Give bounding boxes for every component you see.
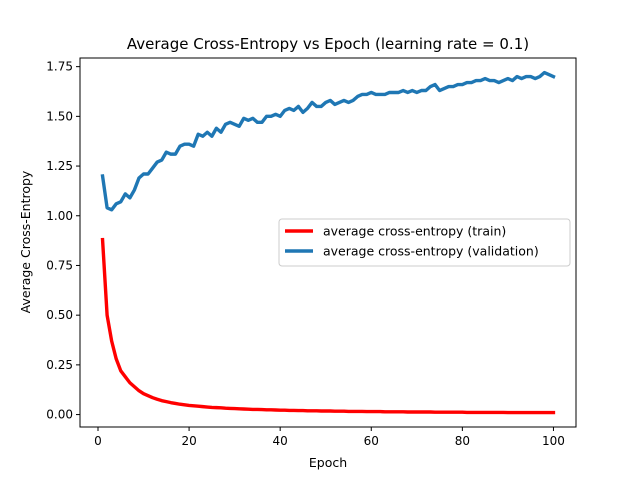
series-line-train (100, 237, 556, 415)
series-group (100, 70, 556, 415)
y-tick-label: 1.75 (46, 60, 73, 74)
y-tick-label: 1.25 (46, 159, 73, 173)
x-tick-label: 100 (542, 434, 565, 448)
x-tick-label: 60 (364, 434, 379, 448)
x-tick-label: 20 (181, 434, 196, 448)
y-tick-label: 0.75 (46, 258, 73, 272)
y-tick-label: 0.00 (46, 408, 73, 422)
x-tick-label: 0 (94, 434, 102, 448)
legend: average cross-entropy (train) average cro… (278, 218, 571, 267)
y-tick-label: 1.00 (46, 209, 73, 223)
x-tick-label: 80 (455, 434, 470, 448)
y-tick-label: 1.50 (46, 109, 73, 123)
x-axis-label: Epoch (309, 455, 347, 470)
series-line-validation (100, 70, 556, 212)
chart-title: Average Cross-Entropy vs Epoch (learning… (127, 35, 529, 53)
y-tick-label: 0.25 (46, 358, 73, 372)
plot-frame (79, 57, 577, 428)
legend-box (278, 218, 571, 267)
legend-label: average cross-entropy (validation) (323, 244, 539, 259)
y-axis-label: Average Cross-Entropy (18, 170, 33, 313)
axis-ticks: 0 20 40 60 80 100 0.00 0.25 0.50 0.75 1.00 1.25 1.50… (46, 60, 565, 448)
legend-label: average cross-entropy (train) (323, 224, 506, 239)
x-tick-label: 40 (273, 434, 288, 448)
y-tick-label: 0.50 (46, 308, 73, 322)
